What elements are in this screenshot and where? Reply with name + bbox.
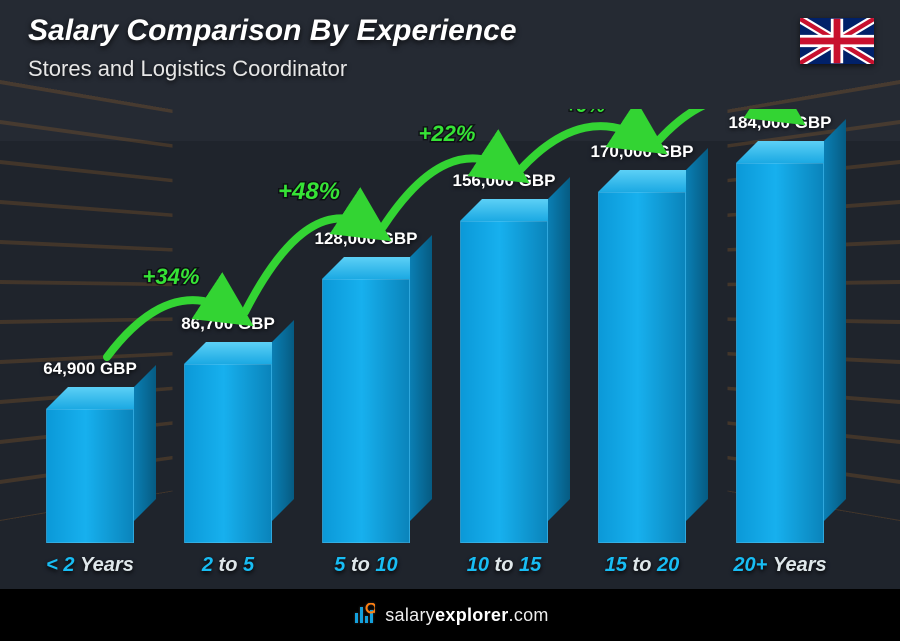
bar-3d <box>736 163 824 543</box>
bar-3d <box>322 279 410 543</box>
bar-3d <box>46 409 134 543</box>
bar-3d <box>184 364 272 543</box>
bar-value-label: 170,000 GBP <box>590 142 693 162</box>
infographic-stage: Salary Comparison By Experience Stores a… <box>0 0 900 641</box>
x-label: 5 to 10 <box>306 554 426 577</box>
bar-3d <box>460 221 548 543</box>
bar-1: 86,700 GBP <box>168 364 288 543</box>
x-label: 20+ Years <box>720 554 840 577</box>
uk-flag-icon <box>800 18 874 64</box>
page-title: Salary Comparison By Experience <box>28 14 517 48</box>
bar-value-label: 156,000 GBP <box>452 171 555 191</box>
x-label: 10 to 15 <box>444 554 564 577</box>
bar-value-label: 184,000 GBP <box>728 113 831 133</box>
footer: salaryexplorer.com <box>0 589 900 641</box>
x-label: < 2 Years <box>30 554 150 577</box>
bar-4: 170,000 GBP <box>582 192 702 543</box>
x-label: 2 to 5 <box>168 554 288 577</box>
bar-5: 184,000 GBP <box>720 163 840 543</box>
x-axis-labels: < 2 Years 2 to 5 5 to 10 10 to 15 15 to 20 20… <box>30 554 840 577</box>
footer-site: salaryexplorer.com <box>385 605 548 626</box>
bar-value-label: 86,700 GBP <box>181 314 275 334</box>
bar-chart: 64,900 GBP86,700 GBP128,000 GBP156,000 G… <box>30 109 840 569</box>
bar-0: 64,900 GBP <box>30 409 150 543</box>
logo-icon <box>351 603 375 627</box>
bar-value-label: 128,000 GBP <box>314 229 417 249</box>
bar-2: 128,000 GBP <box>306 279 426 543</box>
svg-text:+9%: +9% <box>565 109 606 117</box>
bars-container: 64,900 GBP86,700 GBP128,000 GBP156,000 G… <box>30 123 840 543</box>
page-subtitle: Stores and Logistics Coordinator <box>28 56 347 82</box>
x-label: 15 to 20 <box>582 554 702 577</box>
bar-3d <box>598 192 686 543</box>
bar-3: 156,000 GBP <box>444 221 564 543</box>
bar-value-label: 64,900 GBP <box>43 359 137 379</box>
